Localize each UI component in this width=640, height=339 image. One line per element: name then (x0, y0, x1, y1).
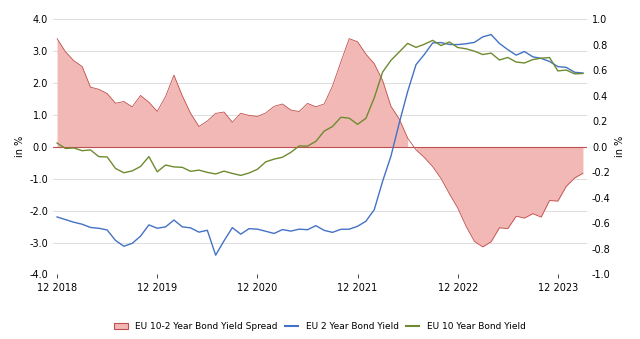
Legend: EU 10-2 Year Bond Yield Spread, EU 2 Year Bond Yield, EU 10 Year Bond Yield: EU 10-2 Year Bond Yield Spread, EU 2 Yea… (111, 318, 529, 335)
Y-axis label: in %: in % (615, 136, 625, 157)
Y-axis label: in %: in % (15, 136, 25, 157)
